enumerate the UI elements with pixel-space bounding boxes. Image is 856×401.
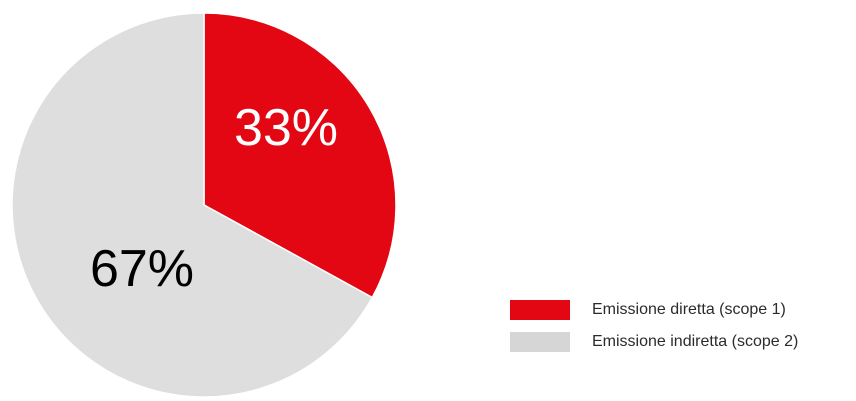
legend-swatch-indirect-emission: [510, 332, 570, 352]
legend-label-indirect-emission: Emissione indiretta (scope 2): [592, 333, 799, 350]
pie-slice-direct-emission: [203, 12, 397, 299]
legend-label-direct-emission: Emissione diretta (scope 1): [592, 301, 786, 318]
legend-swatch-direct-emission: [510, 300, 570, 320]
pie-label-indirect-emission: 67%: [90, 240, 194, 298]
legend-item-indirect-emission: Emissione indiretta (scope 2): [510, 332, 850, 352]
legend-item-direct-emission: Emissione diretta (scope 1): [510, 300, 850, 320]
pie-label-direct-emission: 33%: [234, 99, 338, 157]
pie-slice-indirect-emission: [11, 12, 374, 398]
legend: Emissione diretta (scope 1) Emissione in…: [510, 300, 850, 364]
